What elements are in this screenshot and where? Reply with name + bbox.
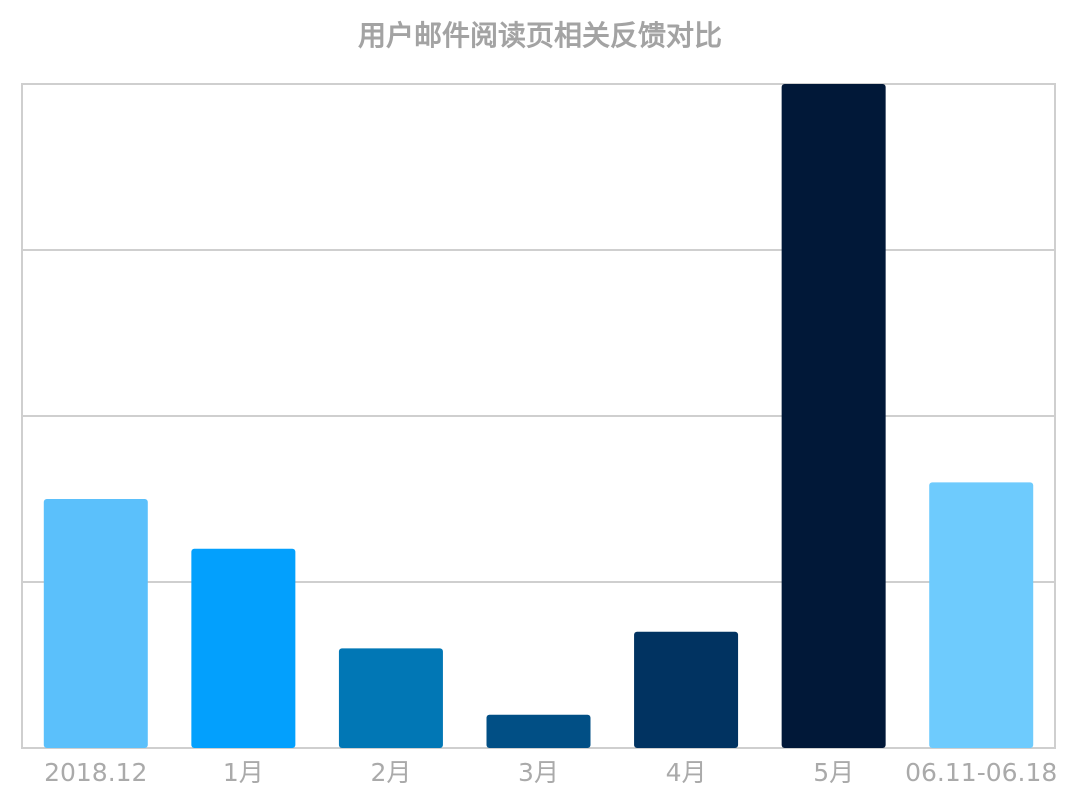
chart-title: 用户邮件阅读页相关反馈对比 (358, 19, 722, 52)
bar (338, 648, 443, 748)
x-tick-label: 2月 (370, 758, 411, 787)
bar (43, 499, 148, 748)
bar (191, 548, 296, 748)
x-tick-label: 06.11-06.18 (905, 758, 1057, 787)
x-tick-label: 2018.12 (44, 758, 147, 787)
x-tick-label: 3月 (518, 758, 559, 787)
x-tick-label: 1月 (223, 758, 264, 787)
x-tick-label: 4月 (666, 758, 707, 787)
bar (929, 482, 1034, 748)
bar (486, 714, 591, 748)
bar (634, 631, 739, 748)
x-tick-label: 5月 (813, 758, 854, 787)
bar (781, 84, 886, 748)
